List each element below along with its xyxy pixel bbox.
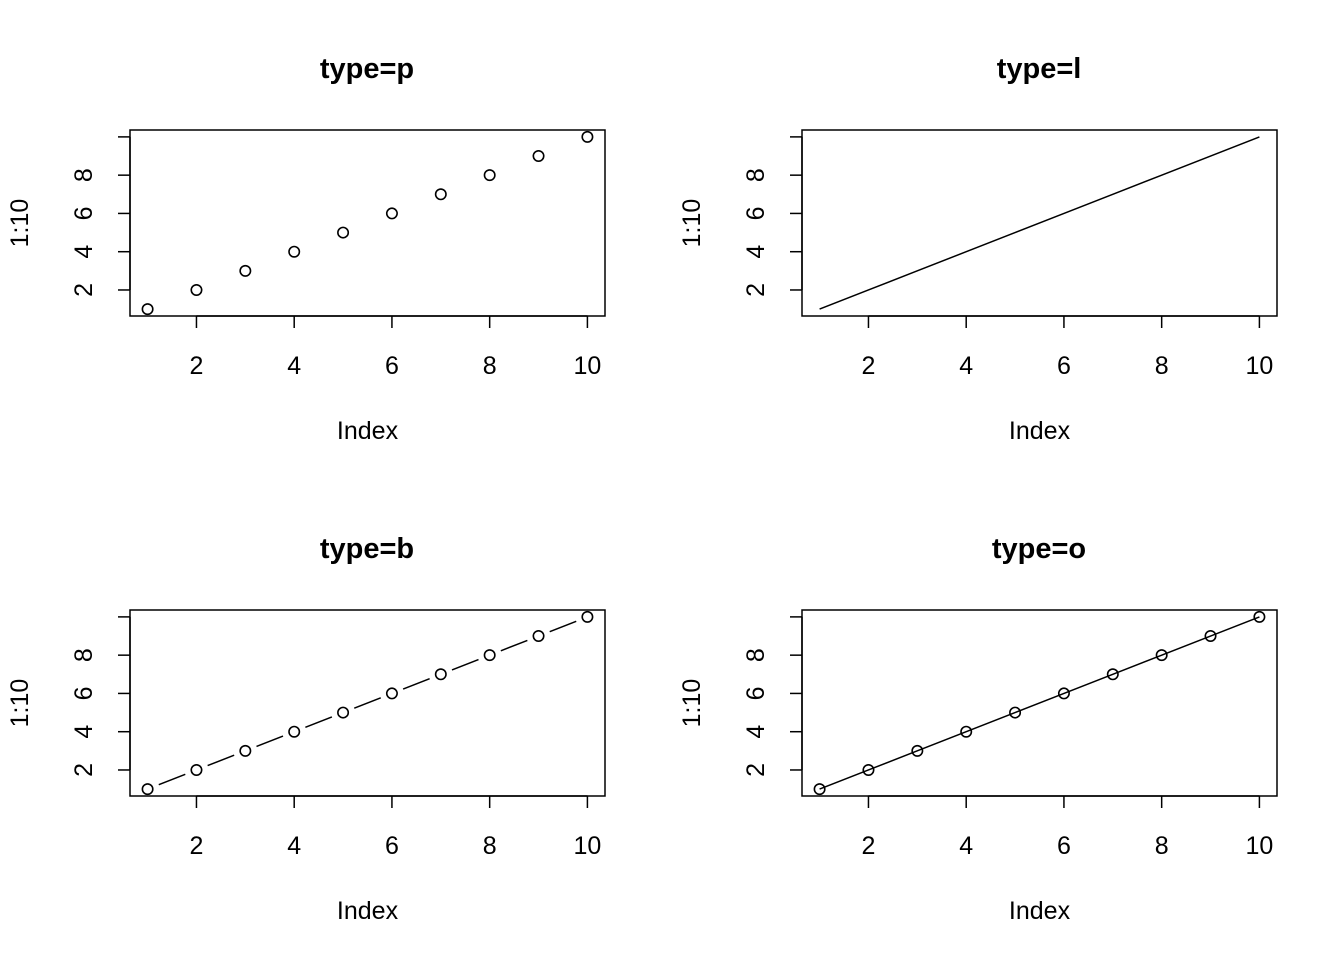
series-line-segment (256, 735, 284, 748)
data-point (190, 763, 203, 776)
data-point (434, 188, 447, 201)
y-tick-label: 6 (742, 206, 770, 220)
y-tick-label: 2 (70, 763, 98, 777)
series-line (819, 136, 1260, 310)
x-tick-label: 6 (385, 832, 399, 860)
y-tick-label: 6 (70, 686, 98, 700)
chart-title: type=b (320, 533, 414, 565)
data-point (337, 226, 350, 239)
series-line-segment (207, 754, 235, 767)
chart-title: type=p (320, 53, 414, 85)
data-point (385, 687, 398, 700)
data-point (1106, 668, 1119, 681)
chart-panel-l: type=l 2 4 6 8 10 2 4 6 8 Index 1:10 (678, 53, 1278, 445)
data-point (288, 245, 301, 258)
x-tick-label: 10 (1246, 832, 1274, 860)
data-point (862, 763, 875, 776)
x-tick-label: 6 (385, 352, 399, 380)
y-tick-label: 6 (70, 206, 98, 220)
series-line-segment (158, 773, 186, 786)
y-tick-label: 4 (742, 245, 770, 259)
y-axis-label: 1:10 (6, 199, 34, 248)
x-tick-label: 2 (862, 352, 876, 380)
chart-title: type=l (997, 53, 1082, 85)
y-tick-label: 4 (742, 725, 770, 739)
x-tick-label: 2 (190, 832, 204, 860)
x-tick-label: 6 (1057, 352, 1071, 380)
x-tick-label: 10 (574, 352, 602, 380)
x-axis-label: Index (337, 897, 399, 925)
x-tick-label: 4 (959, 352, 973, 380)
y-axis-label: 1:10 (6, 679, 34, 728)
data-point (141, 303, 154, 316)
x-tick-label: 8 (483, 352, 497, 380)
chart-panel-b: type=b 2 4 6 8 10 2 4 6 8 Index 1:10 (6, 533, 606, 925)
x-tick-label: 4 (959, 832, 973, 860)
y-tick-label: 4 (70, 245, 98, 259)
data-point (1057, 687, 1070, 700)
x-tick-label: 10 (574, 832, 602, 860)
y-tick-label: 8 (70, 648, 98, 662)
x-tick-label: 8 (1155, 352, 1169, 380)
y-tick-label: 2 (742, 763, 770, 777)
x-axis-label: Index (337, 417, 399, 445)
series-line-segment (305, 716, 333, 729)
series-line-segment (451, 658, 479, 671)
y-axis-label: 1:10 (678, 679, 706, 728)
data-point (532, 630, 545, 643)
x-tick-label: 4 (287, 352, 301, 380)
data-point (483, 169, 496, 182)
x-tick-label: 4 (287, 832, 301, 860)
series-line-segment (549, 620, 577, 633)
data-point (581, 130, 594, 143)
y-tick-label: 2 (742, 283, 770, 297)
data-point (1155, 649, 1168, 662)
x-tick-label: 6 (1057, 832, 1071, 860)
data-point (1009, 706, 1022, 719)
data-point (141, 783, 154, 796)
y-tick-label: 8 (742, 168, 770, 182)
data-point (288, 725, 301, 738)
data-point (483, 649, 496, 662)
y-tick-label: 6 (742, 686, 770, 700)
series-line-segment (353, 697, 382, 709)
data-point (239, 744, 252, 757)
y-tick-label: 8 (742, 648, 770, 662)
series-line-segment (500, 639, 528, 652)
data-point (960, 725, 973, 738)
y-tick-label: 8 (70, 168, 98, 182)
data-point (239, 264, 252, 277)
data-point (434, 668, 447, 681)
data-point (1204, 630, 1217, 643)
series-line-segment (402, 677, 430, 690)
x-axis-label: Index (1009, 897, 1071, 925)
data-point (911, 744, 924, 757)
data-point (1253, 610, 1266, 623)
x-axis-label: Index (1009, 417, 1071, 445)
chart-panel-o: type=o 2 4 6 8 10 2 4 6 8 Index 1:10 (678, 533, 1278, 925)
data-point (385, 207, 398, 220)
chart-panel-p: type=p 2 4 6 8 10 2 4 6 8 Index 1:10 (6, 53, 606, 445)
data-point (581, 610, 594, 623)
panels-container: type=p 2 4 6 8 10 2 4 6 8 Index 1:10 type=l 2 4 6 8 10 2 4 6… (6, 53, 1278, 925)
y-axis-label: 1:10 (678, 199, 706, 248)
y-tick-label: 4 (70, 725, 98, 739)
data-point (337, 706, 350, 719)
x-tick-label: 8 (483, 832, 497, 860)
data-point (532, 150, 545, 163)
y-tick-label: 2 (70, 283, 98, 297)
x-tick-label: 8 (1155, 832, 1169, 860)
data-point (813, 783, 826, 796)
x-tick-label: 2 (862, 832, 876, 860)
chart-title: type=o (992, 533, 1086, 565)
series-line (819, 616, 1260, 790)
x-tick-label: 10 (1246, 352, 1274, 380)
x-tick-label: 2 (190, 352, 204, 380)
data-point (190, 283, 203, 296)
